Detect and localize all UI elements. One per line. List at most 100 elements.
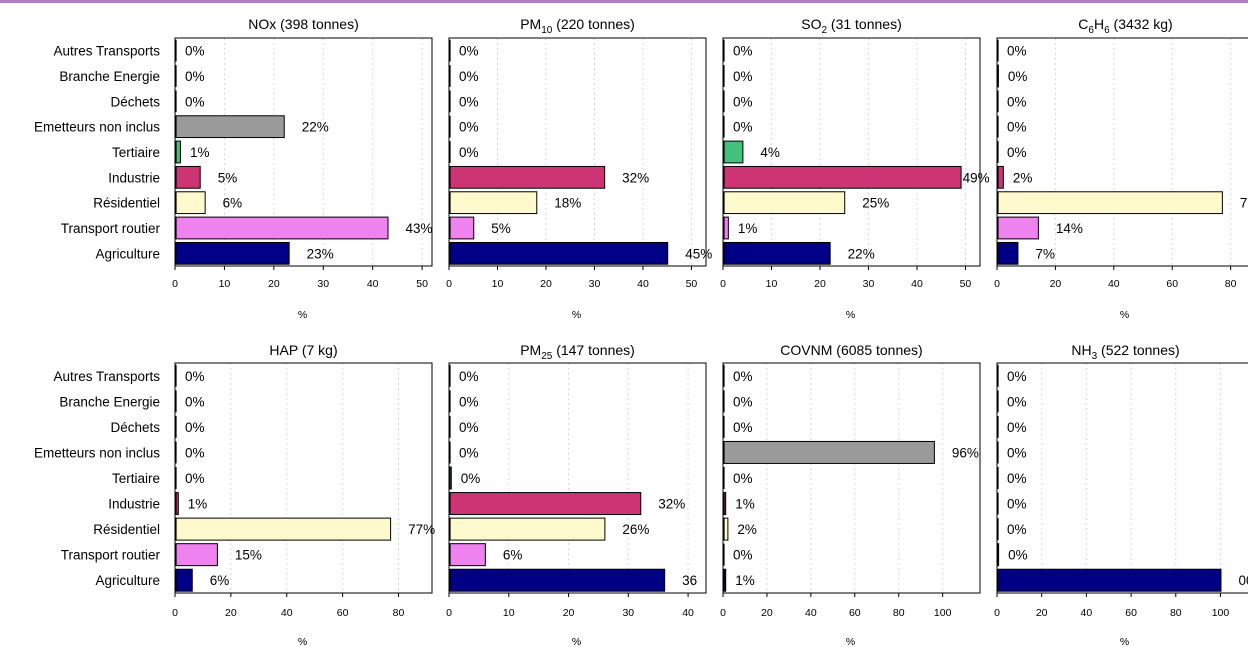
x-tick-label: 0 [446,278,452,290]
x-tick-label: 30 [622,607,634,619]
data-label: 0% [459,445,479,460]
category-label-industrie: Industrie [108,497,160,512]
category-label-branche-energie: Branche Energie [59,69,160,84]
data-label: 2% [737,522,757,537]
data-label: 77% [1240,196,1248,211]
x-tick-label: 80 [1170,607,1182,619]
bar-agriculture [997,568,1222,592]
x-axis-label: % [572,309,581,321]
data-label: 25% [862,196,889,211]
x-tick-label: 20 [268,278,280,290]
data-label: 0% [1007,120,1027,135]
panel-covnm-6085-tonnes: COVNM (6085 tonnes) 0% 0% 0% 96% 0% 1% 2% 0% 1% 0 2… [720,342,981,647]
category-label-emetteurs-non-inclus: Emetteurs non inclus [34,120,160,135]
data-label: 1% [190,145,210,160]
x-tick-label: 10 [503,607,515,619]
x-tick-label: 20 [563,607,575,619]
x-tick-label: 60 [849,607,861,619]
bar-transport-routier [997,216,1039,240]
panel-c6h6-3432-kg: C6H6 (3432 kg) 0% 0% 0% 0% 0% 2% 77% 14%7% 0 20 40 6… [994,16,1248,321]
x-axis-label: % [1120,636,1129,647]
data-label: 0% [733,369,753,384]
data-label: 0% [733,548,753,563]
data-label: 0% [733,420,753,435]
category-label-dechets: Déchets [110,420,160,435]
data-label: 1% [188,497,208,512]
data-label: 43% [406,221,433,236]
data-label: 18% [554,196,581,211]
bar-agriculture [449,568,666,592]
data-label: 45% [685,246,712,261]
x-tick-label: 20 [814,278,826,290]
bar-transport-routier [175,216,389,240]
category-label-branche-energie: Branche Energie [59,394,160,409]
x-tick-label: 80 [893,607,905,619]
x-tick-label: 50 [416,278,428,290]
category-label-transport-routier: Transport routier [61,548,161,563]
plot-frame [996,362,1248,594]
bar-residentiel [449,517,606,541]
plot-frame [722,37,981,267]
data-label: 0% [1007,44,1027,59]
data-label: 23% [307,246,334,261]
data-label: 2% [1013,170,1033,185]
data-label: 0% [733,120,753,135]
data-label: 0% [1007,420,1027,435]
data-label: 96% [952,445,979,460]
x-tick-label: 60 [1125,607,1137,619]
panel-nox-398-tonnes: NOx (398 tonnes) 0% 0% 0% 22% 1% 5% 6% 43% 23% 0 10… [172,16,432,321]
data-label: 5% [491,221,511,236]
panel-nh3-522-tonnes: NH3 (522 tonnes) 0% 0% 0% 0% 0% 0% 0% 0% 00% 0 20 40… [994,342,1248,647]
x-axis-label: % [846,309,855,321]
data-label: 0% [1007,369,1027,384]
x-tick-label: 10 [492,278,504,290]
x-tick-label: 40 [1081,607,1093,619]
category-label-residentiel: Résidentiel [93,196,160,211]
x-tick-label: 40 [367,278,379,290]
x-tick-label: 100 [934,607,952,619]
data-label: 7% [1035,246,1055,261]
data-label: 0% [1007,394,1027,409]
data-label: 0% [733,69,753,84]
x-tick-label: 30 [863,278,875,290]
x-tick-label: 20 [1050,278,1062,290]
x-tick-label: 80 [1225,278,1237,290]
bar-agriculture [449,241,669,265]
panel-title: PM25 (147 tonnes) [520,342,635,362]
category-label-autres-transports: Autres Transports [53,369,160,384]
bar-emetteurs-non-inclus [723,440,935,464]
data-label: 15% [235,548,262,563]
data-label: 1% [735,573,755,588]
data-label: 0% [733,44,753,59]
panel-title: NOx (398 tonnes) [248,16,359,32]
plot-frame [448,362,707,594]
data-label: 14% [1056,221,1083,236]
plot-frame [174,37,433,267]
category-label-dechets: Déchets [110,94,160,109]
data-label: 0% [461,471,481,486]
x-tick-label: 0 [994,607,1000,619]
x-tick-label: 0 [994,278,1000,290]
data-label: 1% [738,221,758,236]
data-label: 0% [733,394,753,409]
data-label: 0% [459,145,479,160]
x-axis-label: % [846,636,855,647]
panel-hap-7-kg: HAP (7 kg) 0% 0% 0% 0% 0% 1% 77% 15% 6% 0 20 40 60 80% [172,342,435,647]
category-label-agriculture: Agriculture [95,573,160,588]
panel-title: COVNM (6085 tonnes) [780,342,922,358]
data-label: 0% [733,94,753,109]
x-tick-label: 30 [317,278,329,290]
bar-transport-routier [175,543,218,567]
x-axis-label: % [1120,309,1129,321]
x-tick-label: 60 [337,607,349,619]
x-tick-label: 40 [1108,278,1120,290]
bar-residentiel [997,191,1223,215]
data-label: 0% [1007,445,1027,460]
data-label: 0% [185,471,205,486]
data-label: 0% [459,369,479,384]
data-label: 6% [503,548,523,563]
data-label: 0% [1007,471,1027,486]
x-tick-label: 40 [805,607,817,619]
bar-emetteurs-non-inclus [175,115,285,139]
